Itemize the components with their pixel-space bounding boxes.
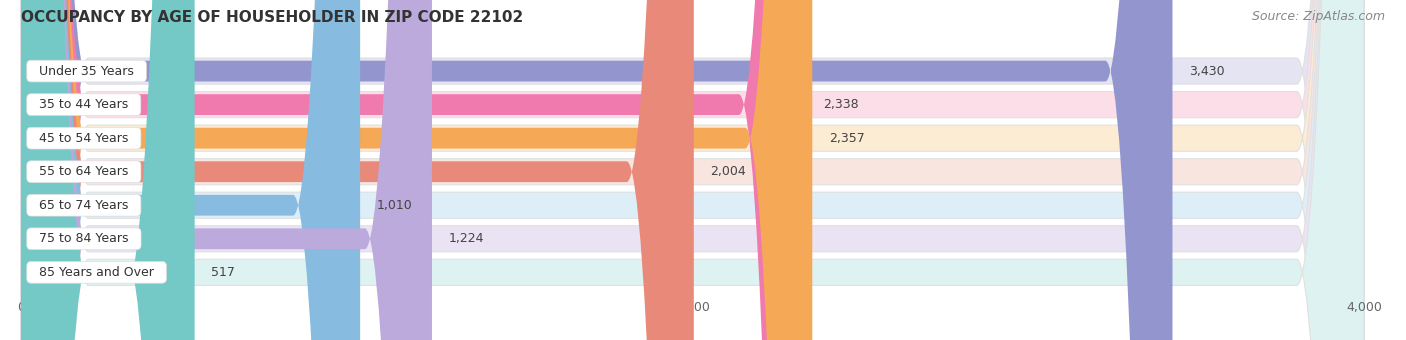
Text: 45 to 54 Years: 45 to 54 Years bbox=[31, 132, 136, 144]
Text: Under 35 Years: Under 35 Years bbox=[31, 65, 142, 78]
Text: 2,338: 2,338 bbox=[823, 98, 858, 111]
FancyBboxPatch shape bbox=[21, 0, 432, 340]
FancyBboxPatch shape bbox=[21, 0, 1364, 340]
Text: 65 to 74 Years: 65 to 74 Years bbox=[31, 199, 136, 212]
Text: Source: ZipAtlas.com: Source: ZipAtlas.com bbox=[1251, 10, 1385, 23]
Text: 75 to 84 Years: 75 to 84 Years bbox=[31, 232, 136, 245]
FancyBboxPatch shape bbox=[21, 0, 806, 340]
FancyBboxPatch shape bbox=[21, 0, 1364, 340]
FancyBboxPatch shape bbox=[21, 0, 360, 340]
FancyBboxPatch shape bbox=[21, 0, 1173, 340]
Text: 2,357: 2,357 bbox=[830, 132, 865, 144]
Text: 55 to 64 Years: 55 to 64 Years bbox=[31, 165, 136, 178]
Text: 35 to 44 Years: 35 to 44 Years bbox=[31, 98, 136, 111]
FancyBboxPatch shape bbox=[21, 0, 194, 340]
FancyBboxPatch shape bbox=[21, 0, 813, 340]
Text: 85 Years and Over: 85 Years and Over bbox=[31, 266, 162, 279]
FancyBboxPatch shape bbox=[21, 0, 1364, 340]
FancyBboxPatch shape bbox=[21, 0, 1364, 340]
Text: 1,010: 1,010 bbox=[377, 199, 413, 212]
Text: 2,004: 2,004 bbox=[710, 165, 747, 178]
Text: 3,430: 3,430 bbox=[1189, 65, 1225, 78]
Text: 1,224: 1,224 bbox=[449, 232, 484, 245]
FancyBboxPatch shape bbox=[21, 0, 693, 340]
Text: OCCUPANCY BY AGE OF HOUSEHOLDER IN ZIP CODE 22102: OCCUPANCY BY AGE OF HOUSEHOLDER IN ZIP C… bbox=[21, 10, 523, 25]
FancyBboxPatch shape bbox=[21, 0, 1364, 340]
FancyBboxPatch shape bbox=[21, 0, 1364, 340]
Text: 517: 517 bbox=[211, 266, 235, 279]
FancyBboxPatch shape bbox=[21, 0, 1364, 340]
